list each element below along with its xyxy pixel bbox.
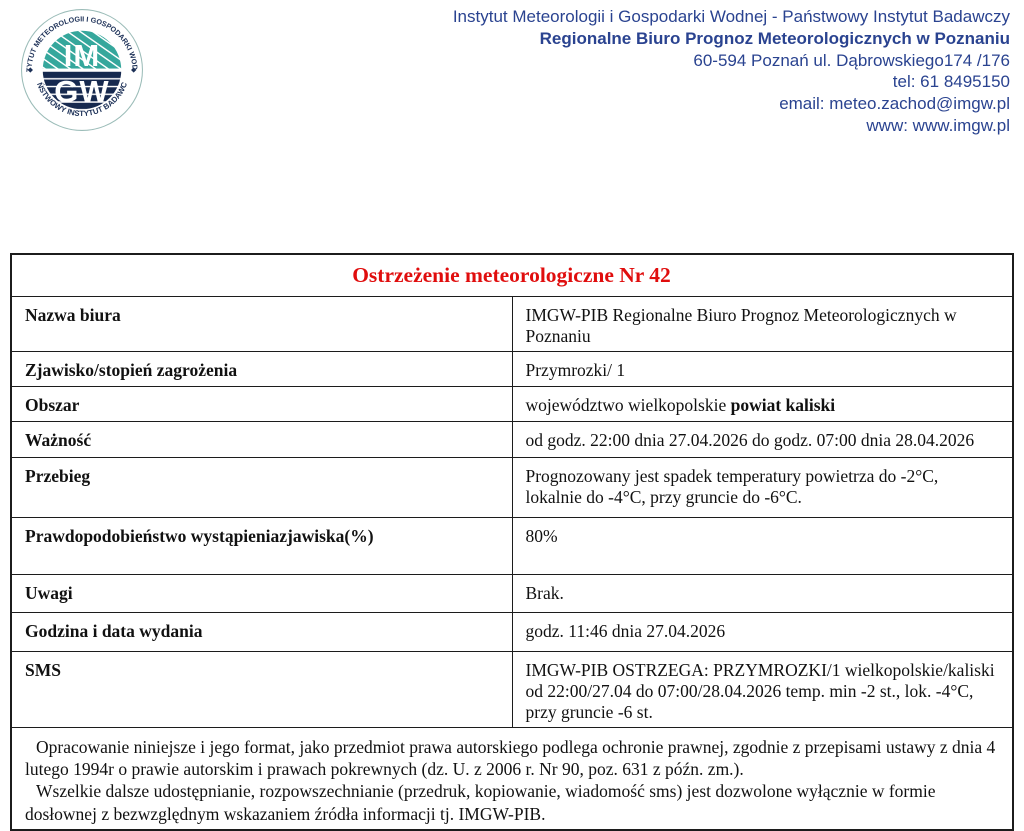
row-label: Przebieg [10, 456, 513, 518]
letterhead-org-line: Instytut Meteorologii i Gospodarki Wodne… [452, 7, 1010, 26]
row-label: Nazwa biura [10, 295, 513, 352]
logo-monogram-gw: GW [54, 74, 109, 109]
letterhead-www: www: www.imgw.pl [866, 115, 1010, 135]
letterhead-bureau-line: Regionalne Biuro Prognoz Meteorologiczny… [539, 28, 1010, 48]
letterhead-address: 60-594 Poznań ul. Dąbrowskiego174 /176 [693, 50, 1010, 70]
row-value: od godz. 22:00 dnia 27.04.2026 do godz. … [511, 420, 1014, 458]
copyright-paragraph-1: Opracowanie niniejsze i jego format, jak… [25, 736, 996, 779]
warning-table: Ostrzeżenie meteorologiczne Nr 42 Nazwa … [10, 253, 1014, 831]
logo-monogram-im: IM [64, 38, 101, 73]
row-label: Zjawisko/stopień zagrożenia [10, 350, 513, 387]
row-value-text: Brak. [525, 582, 564, 603]
row-value: IMGW-PIB Regionalne Biuro Prognoz Meteor… [511, 295, 1014, 352]
row-label: Obszar [10, 385, 513, 422]
table-row-godzina-wydania: Godzina i data wydania godz. 11:46 dnia … [10, 611, 1014, 652]
table-row-waznosc: Ważność od godz. 22:00 dnia 27.04.2026 d… [10, 420, 1014, 458]
copyright-paragraph-2: Wszelkie dalsze udostępnianie, rozpowsze… [25, 781, 936, 824]
row-value-text: 80% [525, 525, 558, 546]
row-label: Ważność [10, 420, 513, 458]
imgw-logo-graphic: IM GW INSTYTUT METEOROLOGII I GOSPODARKI… [17, 1, 143, 131]
row-value: Przymrozki/ 1 [511, 350, 1014, 387]
row-value-text: godz. 11:46 dnia 27.04.2026 [525, 620, 726, 641]
copyright-footer: Opracowanie niniejsze i jego format, jak… [10, 726, 1014, 831]
warning-title: Ostrzeżenie meteorologiczne Nr 42 [10, 253, 1014, 297]
table-row-uwagi: Uwagi Brak. [10, 573, 1014, 613]
row-value: województwo wielkopolskie powiat kaliski [511, 385, 1014, 422]
row-value-text: Prognozowany jest spadek temperatury pow… [525, 465, 939, 507]
table-row-zjawisko: Zjawisko/stopień zagrożenia Przymrozki/ … [10, 350, 1014, 387]
logo-bottom-half [42, 70, 122, 110]
copyright-footer-row: Opracowanie niniejsze i jego format, jak… [10, 726, 1014, 831]
table-row-nazwa-biura: Nazwa biura IMGW-PIB Regionalne Biuro Pr… [10, 295, 1014, 352]
row-value: Prognozowany jest spadek temperatury pow… [511, 456, 1014, 518]
title-row: Ostrzeżenie meteorologiczne Nr 42 [10, 253, 1014, 297]
table-row-prawdopodobienstwo: Prawdopodobieństwo wystąpieniazjawiska(%… [10, 516, 1014, 575]
letterhead-phone: tel: 61 8495150 [892, 72, 1010, 92]
row-label: Uwagi [10, 573, 513, 613]
row-value-text: od godz. 22:00 dnia 27.04.2026 do godz. … [525, 429, 975, 450]
letterhead: Instytut Meteorologii i Gospodarki Wodne… [453, 6, 1010, 137]
row-value: Brak. [511, 573, 1014, 613]
imgw-logo: IM GW INSTYTUT METEOROLOGII I GOSPODARKI… [17, 1, 144, 132]
logo-divider-band [41, 68, 123, 72]
row-value-text: IMGW-PIB OSTRZEGA: PRZYMROZKI/1 wielkopo… [525, 659, 995, 722]
letterhead-email: email: meteo.zachod@imgw.pl [779, 94, 1010, 114]
row-value: IMGW-PIB OSTRZEGA: PRZYMROZKI/1 wielkopo… [511, 650, 1014, 728]
row-value-text: województwo wielkopolskie [525, 394, 731, 415]
table-row-przebieg: Przebieg Prognozowany jest spadek temper… [10, 456, 1014, 518]
logo-top-half [42, 30, 122, 70]
row-value-text: IMGW-PIB Regionalne Biuro Prognoz Meteor… [525, 304, 957, 346]
logo-left-diamond [27, 67, 33, 73]
warning-document-page: { "header": { "org_line": "Instytut Mete… [10, 1, 1014, 831]
table-row-sms: SMS IMGW-PIB OSTRZEGA: PRZYMROZKI/1 wiel… [10, 650, 1014, 728]
row-value-text: Przymrozki/ 1 [525, 359, 626, 380]
row-label: SMS [10, 650, 513, 728]
table-row-obszar: Obszar województwo wielkopolskie powiat … [10, 385, 1014, 422]
row-value: 80% [511, 516, 1014, 575]
row-label: Prawdopodobieństwo wystąpieniazjawiska(%… [10, 516, 513, 575]
row-label: Godzina i data wydania [10, 611, 513, 652]
row-value-bold-text: powiat kaliski [730, 394, 836, 415]
row-value: godz. 11:46 dnia 27.04.2026 [511, 611, 1014, 652]
